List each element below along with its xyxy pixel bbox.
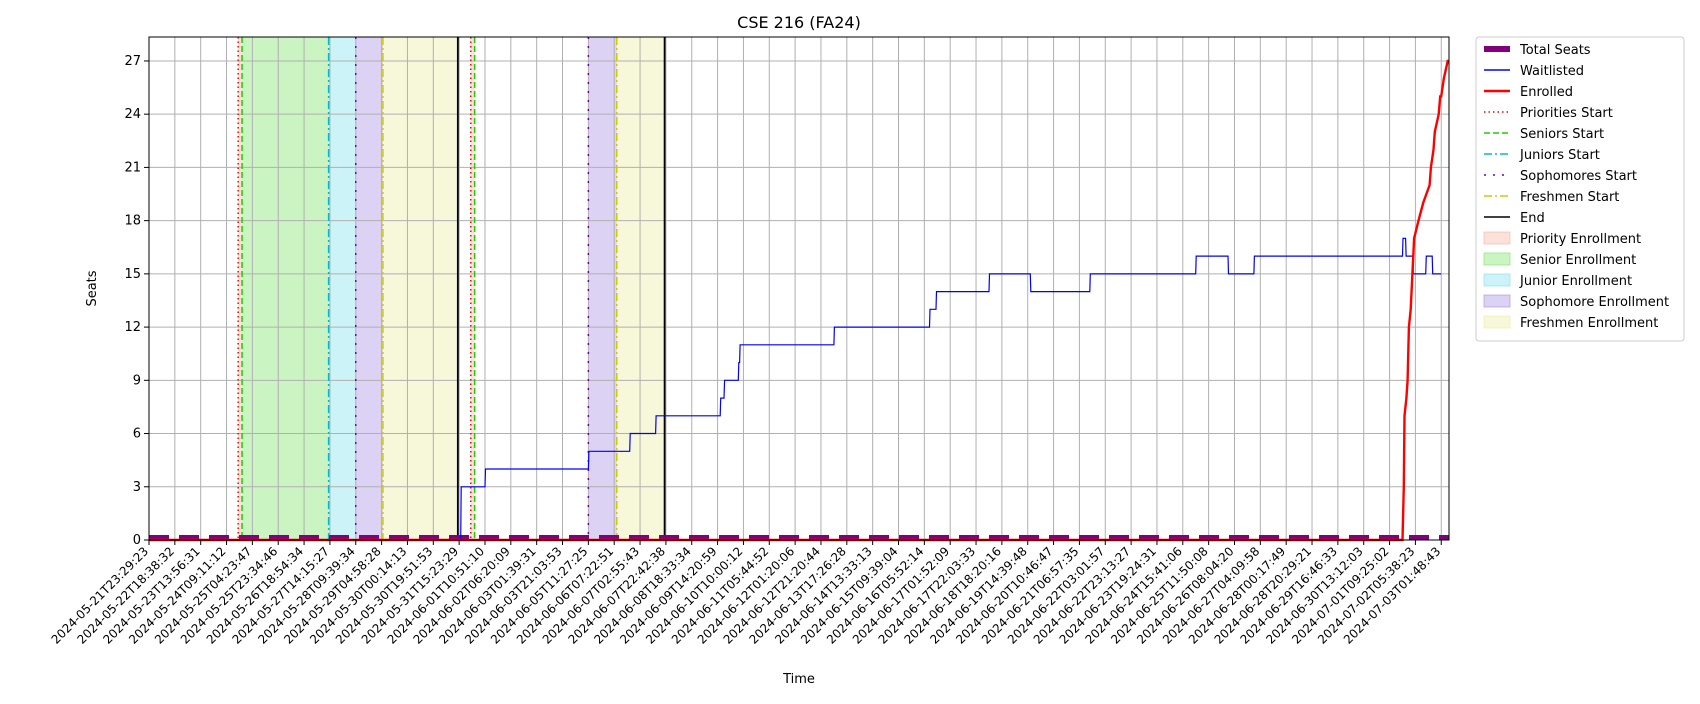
legend-label: Sophomore Enrollment [1520, 295, 1669, 310]
legend-label: End [1520, 211, 1545, 226]
shaded-region [242, 37, 329, 540]
vertical-markers [237, 37, 666, 540]
shaded-region [470, 37, 475, 540]
legend-label: Priorities Start [1520, 106, 1613, 121]
series-lines [149, 59, 1449, 542]
y-tick-label: 24 [124, 107, 141, 122]
shaded-region [382, 37, 458, 540]
legend-box [1475, 36, 1685, 342]
x-axis-label: Time [782, 672, 815, 687]
legend-label: Sophomores Start [1520, 169, 1637, 184]
y-tick-label: 9 [133, 373, 141, 388]
shaded-region [328, 37, 356, 540]
legend-label: Junior Enrollment [1519, 274, 1632, 289]
y-tick-label: 27 [124, 54, 141, 69]
legend-label: Seniors Start [1520, 127, 1604, 142]
shaded-region [238, 37, 243, 540]
shaded-region [588, 37, 617, 540]
legend-label: Senior Enrollment [1520, 253, 1636, 268]
legend-swatch [1483, 294, 1511, 308]
legend-label: Freshmen Start [1520, 190, 1619, 205]
y-tick-label: 0 [133, 533, 141, 548]
legend-swatch [1483, 273, 1511, 287]
legend-label: Waitlisted [1520, 64, 1584, 79]
y-tick-label: 12 [124, 320, 141, 335]
series-line [149, 59, 1449, 542]
y-tick-label: 18 [124, 214, 141, 229]
legend-swatch [1483, 252, 1511, 266]
x-axis-ticks: 2024-05-21T23:29:232024-05-22T18:38:3220… [49, 540, 1443, 647]
legend-swatch [1483, 231, 1511, 245]
legend-label: Enrolled [1520, 85, 1573, 100]
shaded-region [355, 37, 383, 540]
legend-label: Freshmen Enrollment [1520, 316, 1658, 331]
legend-swatch [1483, 315, 1511, 329]
shaded-regions [238, 37, 665, 540]
y-tick-label: 3 [133, 480, 141, 495]
y-tick-label: 21 [124, 160, 141, 175]
series-line [149, 237, 1442, 541]
legend-label: Priority Enrollment [1520, 232, 1641, 247]
y-tick-label: 15 [124, 267, 141, 282]
chart-title: CSE 216 (FA24) [737, 13, 861, 32]
legend-label: Juniors Start [1519, 148, 1600, 163]
plot-frame [148, 36, 1450, 541]
legend: Total Seats Waitlisted Enrolled Priorities … [1475, 36, 1685, 342]
legend-label: Total Seats [1519, 43, 1591, 58]
y-tick-label: 6 [133, 427, 141, 442]
y-axis-label: Seats [85, 270, 100, 306]
y-axis-ticks: 0 3 6 9 12 15 18 21 24 27 [124, 54, 149, 548]
shaded-region [616, 37, 665, 540]
grid-lines [148, 37, 1449, 541]
